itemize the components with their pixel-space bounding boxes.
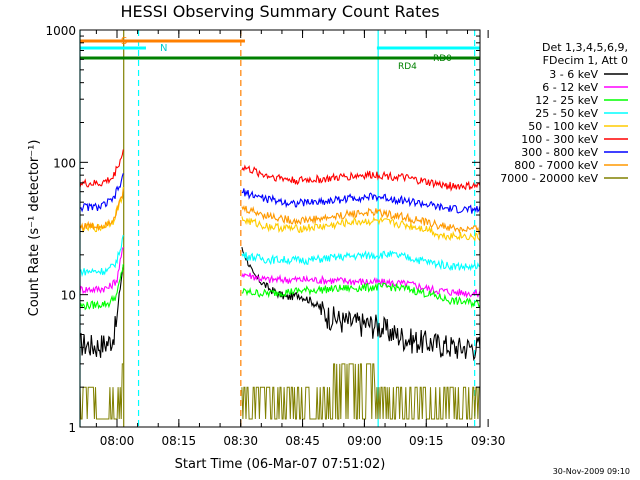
legend-label: 3 - 6 keV bbox=[549, 68, 598, 81]
rd4-label: RD4 bbox=[398, 62, 417, 72]
series-line-4-0 bbox=[79, 186, 124, 233]
series-line-8-1 bbox=[241, 363, 480, 420]
rd0-label: RD0 bbox=[433, 54, 452, 64]
x-tick-label: 09:15 bbox=[409, 434, 444, 448]
series-4 bbox=[79, 186, 481, 242]
series-1 bbox=[79, 246, 481, 299]
chart-title: HESSI Observing Summary Count Rates bbox=[120, 2, 439, 21]
legend-label: 100 - 300 keV bbox=[521, 133, 598, 146]
series-line-2-1 bbox=[241, 282, 481, 309]
series-line-6-0 bbox=[79, 173, 124, 213]
legend-label: 25 - 50 keV bbox=[535, 107, 598, 120]
legend-header-line-1: Det 1,3,4,5,6,9, bbox=[542, 41, 628, 54]
y-axis-label: Count Rate (s⁻¹ detector⁻¹) bbox=[27, 140, 42, 317]
series-line-5-1 bbox=[241, 164, 481, 192]
series-line-7-0 bbox=[79, 189, 124, 232]
status-bars: S N RD0 RD4 bbox=[80, 36, 480, 72]
legend-header-line-2: FDecim 1, Att 0 bbox=[543, 54, 628, 67]
y-axis-ticks: 1 10 100 1000 bbox=[45, 24, 480, 435]
series-line-3-0 bbox=[79, 234, 124, 278]
plot-frame bbox=[79, 29, 481, 428]
series-3 bbox=[79, 234, 481, 278]
series-8 bbox=[79, 363, 480, 420]
legend-label: 12 - 25 keV bbox=[535, 94, 598, 107]
x-tick-label: 08:45 bbox=[285, 434, 320, 448]
series-6 bbox=[79, 173, 481, 214]
saa-label: S bbox=[121, 36, 127, 47]
y-tick-label: 1000 bbox=[45, 24, 76, 38]
legend-label: 800 - 7000 keV bbox=[514, 159, 598, 172]
series-line-6-1 bbox=[241, 188, 481, 214]
footer-timestamp: 30-Nov-2009 09:10 bbox=[553, 467, 630, 476]
x-axis-label: Start Time (06-Mar-07 07:51:02) bbox=[175, 457, 386, 472]
series-line-2-0 bbox=[79, 264, 124, 311]
y-tick-label: 1 bbox=[68, 421, 76, 435]
series-line-8-0 bbox=[79, 363, 124, 420]
series-7 bbox=[79, 189, 481, 236]
x-axis-ticks: 08:00 08:15 08:30 08:45 09:00 09:15 09:30 bbox=[95, 30, 506, 448]
series-lines bbox=[79, 149, 481, 420]
series-5 bbox=[79, 149, 481, 192]
x-tick-label: 09:00 bbox=[347, 434, 382, 448]
legend-label: 6 - 12 keV bbox=[542, 81, 598, 94]
series-line-3-1 bbox=[241, 250, 481, 272]
x-tick-label: 08:00 bbox=[100, 434, 135, 448]
series-line-5-0 bbox=[79, 149, 124, 188]
x-tick-label: 09:30 bbox=[471, 434, 506, 448]
series-line-1-0 bbox=[79, 246, 124, 295]
series-line-0-0 bbox=[79, 265, 124, 358]
series-2 bbox=[79, 264, 481, 311]
night-label: N bbox=[160, 43, 167, 54]
y-tick-label: 100 bbox=[53, 156, 76, 170]
series-line-1-1 bbox=[241, 272, 481, 299]
x-tick-label: 08:15 bbox=[162, 434, 197, 448]
series-line-4-1 bbox=[241, 216, 481, 242]
series-line-7-1 bbox=[241, 205, 481, 236]
legend-label: 7000 - 20000 keV bbox=[500, 172, 598, 185]
legend-label: 50 - 100 keV bbox=[528, 120, 598, 133]
x-tick-label: 08:30 bbox=[223, 434, 258, 448]
legend-label: 300 - 800 keV bbox=[521, 146, 598, 159]
y-tick-label: 10 bbox=[61, 289, 76, 303]
legend: Det 1,3,4,5,6,9, FDecim 1, Att 0 3 - 6 k… bbox=[500, 41, 628, 185]
